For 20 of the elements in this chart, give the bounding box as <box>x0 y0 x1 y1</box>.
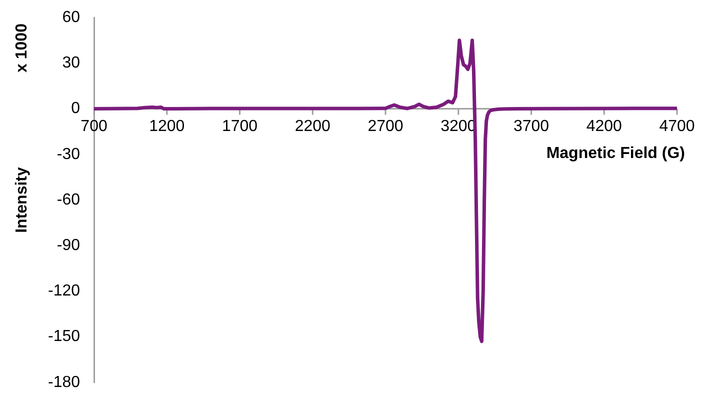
y-tick-label: -90 <box>56 237 80 254</box>
x-tick-label: 700 <box>80 118 108 136</box>
y-axis-title: Intensity <box>13 167 30 233</box>
y-tick-label: 60 <box>62 9 80 26</box>
y-tick-label: -180 <box>48 374 80 391</box>
x-tick-label: 1200 <box>149 118 185 136</box>
text: x 1000 <box>13 23 30 72</box>
x-tick-label: 4200 <box>586 118 622 136</box>
x-tick-label: 3700 <box>513 118 550 136</box>
x-tick-label: 4700 <box>659 118 695 136</box>
y-tick-label: -30 <box>56 146 80 163</box>
x-tick-label: 2200 <box>294 118 331 136</box>
y-tick-label: -60 <box>56 191 80 208</box>
x-axis-title: Magnetic Field (G) <box>546 145 685 162</box>
y-tick-label: 0 <box>71 100 80 118</box>
x-tick-label: 1700 <box>222 118 258 136</box>
x-tick-label: 2700 <box>368 118 404 136</box>
y-tick-label: 30 <box>62 54 80 72</box>
y-tick-label: -150 <box>48 328 80 346</box>
y-tick-label: -120 <box>48 282 80 300</box>
